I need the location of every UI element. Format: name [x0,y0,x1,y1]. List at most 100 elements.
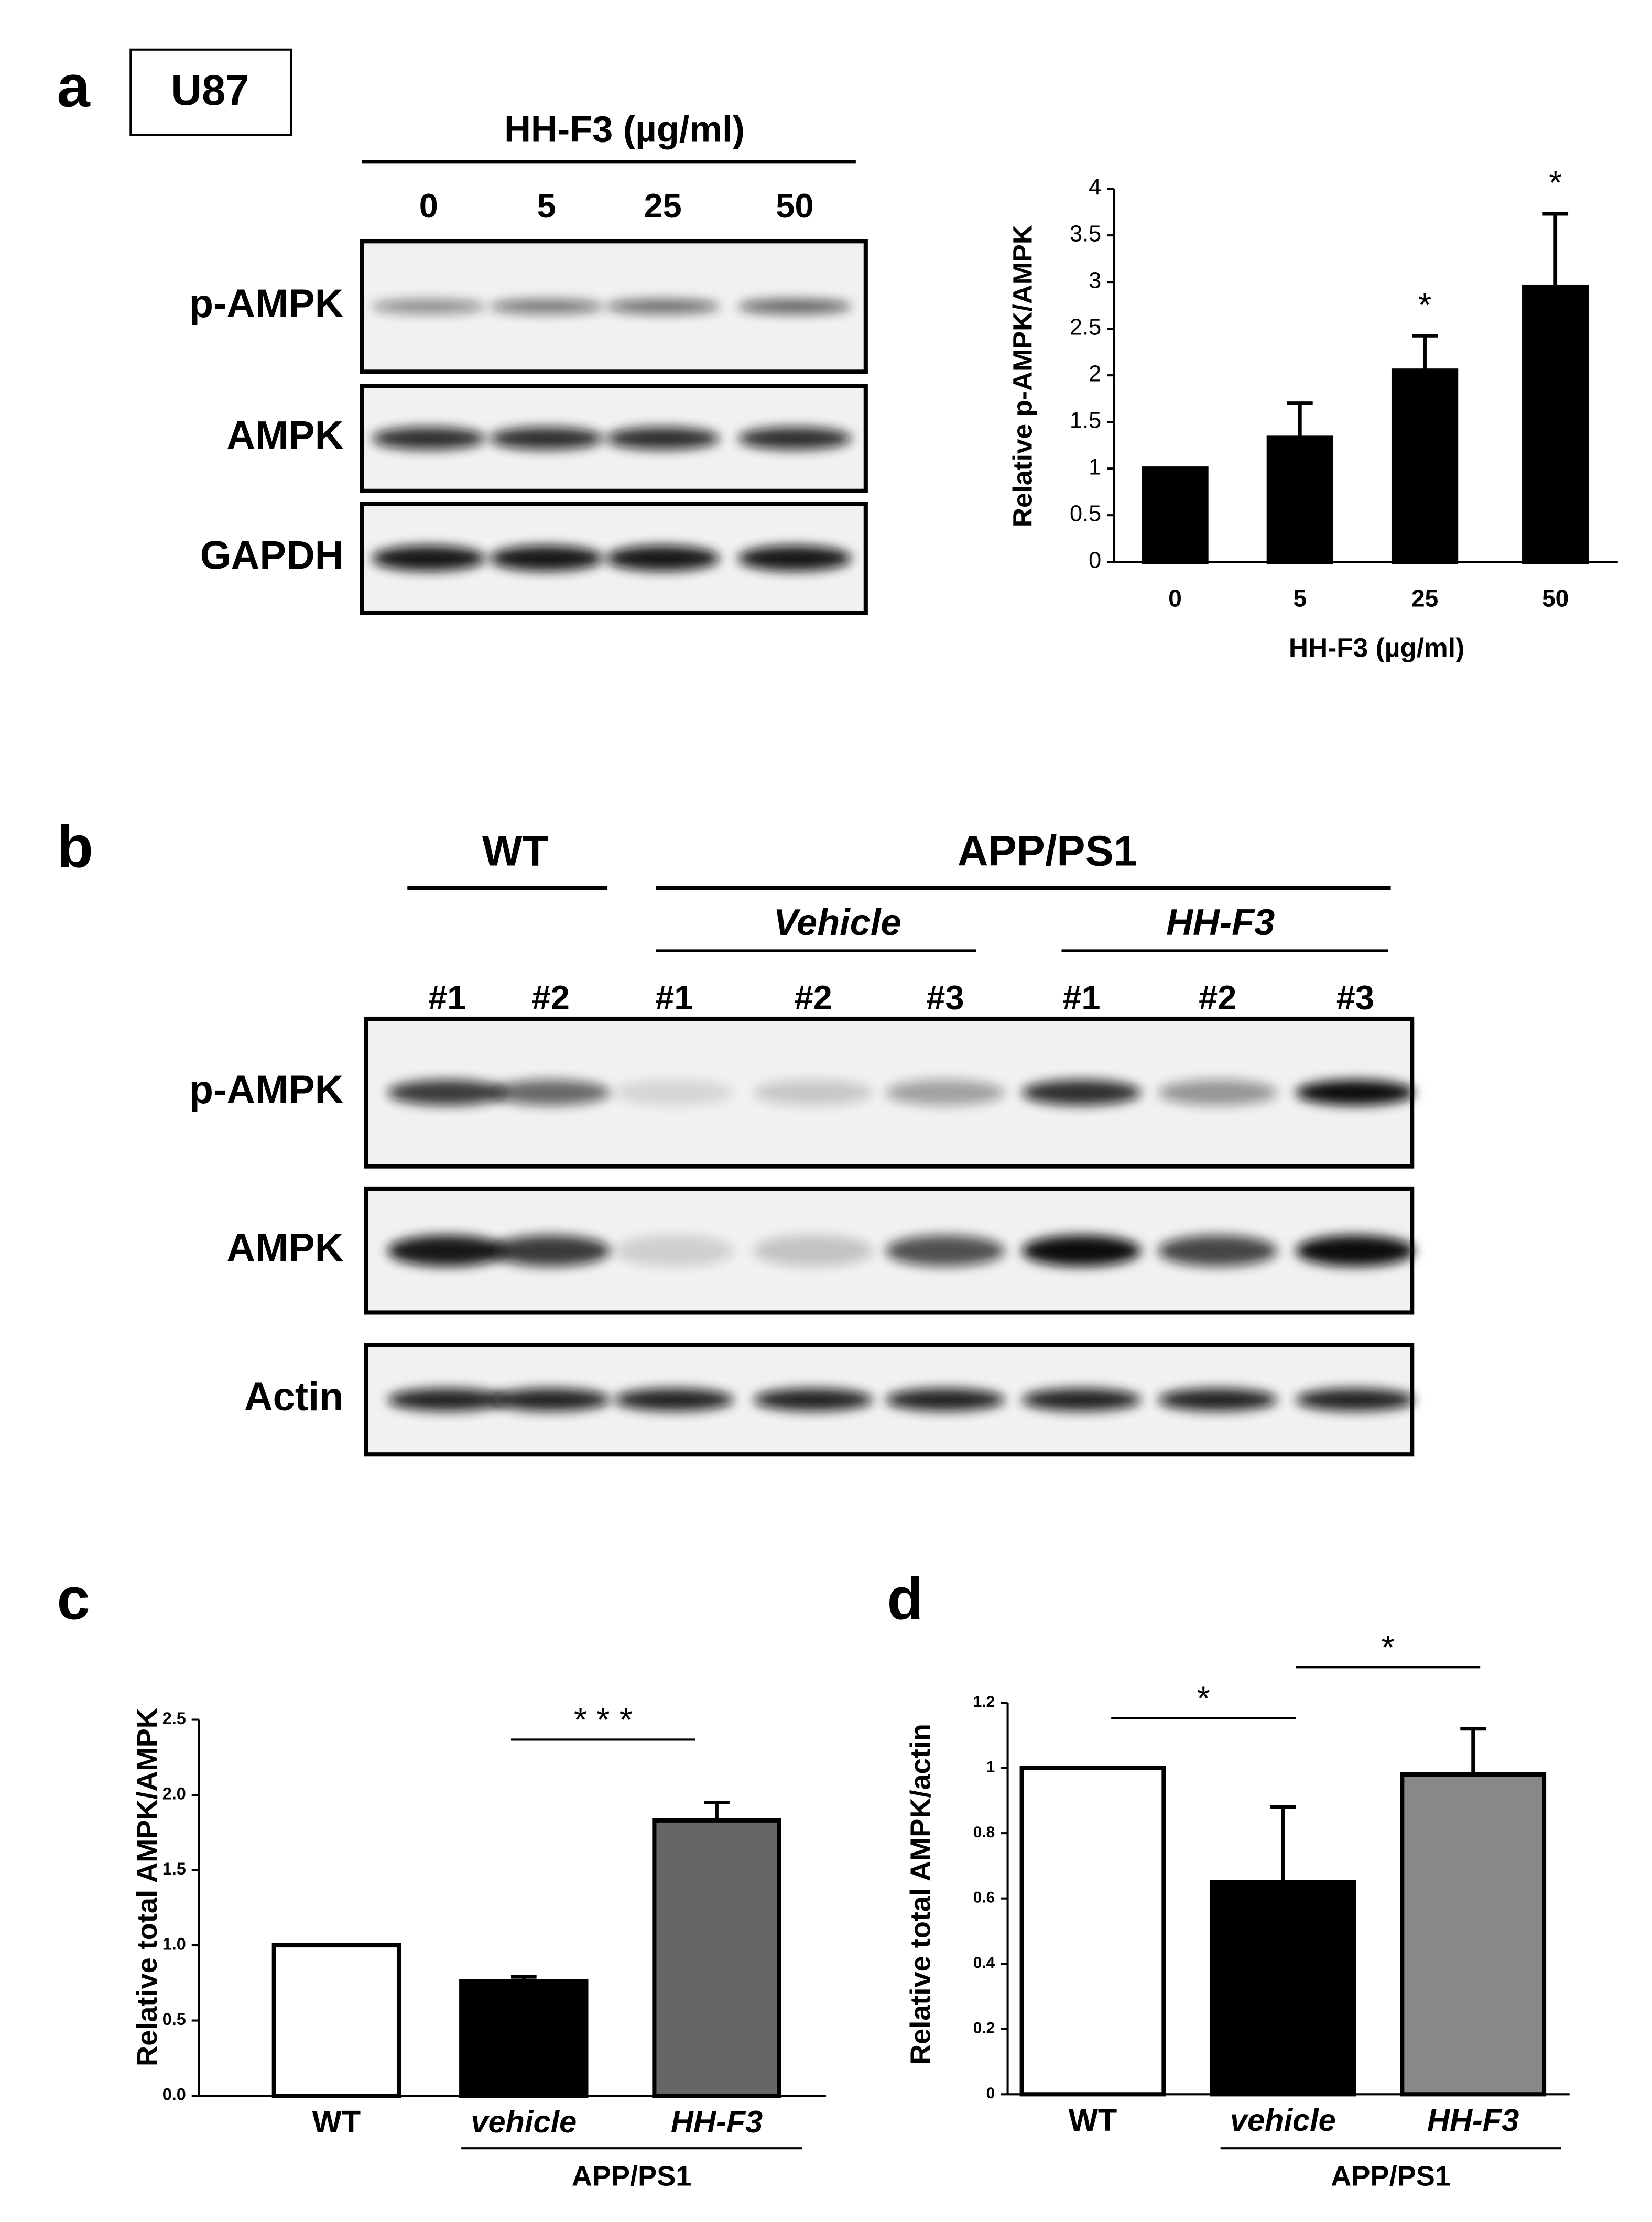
y-tick-label: 0 [986,2085,995,2102]
row-label: AMPK [226,413,343,458]
significance: * [1418,286,1431,324]
band [606,546,720,571]
panel-label: d [887,1566,923,1632]
band [1021,1235,1142,1267]
y-tick-label: 1.5 [1070,408,1101,433]
y-tick-label: 4 [1089,175,1101,200]
lane-label: #2 [794,978,832,1017]
bar [1400,1772,1547,2097]
band [1021,1080,1142,1106]
y-axis-label: Relative total AMPK/AMPK [132,1708,163,2066]
treatment-label: HH-F3 (µg/ml) [504,108,745,149]
x-tick-label: 0 [1168,584,1182,612]
band [885,1080,1005,1106]
lane-label: #2 [532,978,570,1017]
band [387,1388,507,1411]
x-tick-label: WT [1069,2103,1117,2138]
bar [1210,1880,1356,2097]
band [738,299,852,314]
bar [1266,435,1333,564]
x-tick-label: WT [312,2104,361,2139]
band [614,1235,734,1267]
lane-label: #1 [655,978,693,1017]
y-tick-label: 1.2 [973,1693,995,1711]
cell-line: U87 [171,67,249,114]
x-tick-label: HH-F3 [671,2104,763,2139]
band [1296,1080,1415,1106]
x-tick-label: vehicle [1230,2103,1336,2138]
row-label: AMPK [226,1226,343,1270]
band [491,1235,611,1267]
band [885,1235,1005,1267]
cell-line-box [129,48,292,136]
lane-label: 50 [776,187,813,225]
y-tick-label: 2.0 [162,1784,186,1803]
lane-label: #1 [1062,978,1100,1017]
y-tick-label: 3.5 [1070,222,1101,247]
bar [1391,368,1459,564]
x-tick-label: vehicle [471,2104,577,2139]
band [490,299,603,314]
x-tick-label: 5 [1294,584,1307,612]
panel-label: c [57,1566,90,1632]
y-tick-label: 1.5 [162,1859,186,1878]
band [372,546,486,571]
significance: * [1382,1628,1395,1666]
row-label: p-AMPK [189,281,344,326]
y-tick-label: 0.8 [973,1824,995,1841]
group-label: APP/PS1 [572,2160,692,2192]
lane-label: #3 [926,978,964,1017]
y-tick-label: 0.2 [973,2020,995,2037]
y-tick-label: 2.5 [1070,315,1101,340]
y-tick-label: 3 [1089,268,1101,293]
lane-label: 25 [644,187,682,225]
bar [459,1979,589,2098]
bar [1142,466,1209,564]
row-label: p-AMPK [189,1068,344,1112]
y-tick-label: 0.0 [162,2085,186,2104]
y-tick-label: 0.5 [1070,502,1101,527]
bar [1522,284,1589,564]
panel-label: b [57,814,93,880]
x-tick-label: 25 [1411,584,1438,612]
y-tick-label: 1 [1089,455,1101,480]
y-tick-label: 2 [1089,362,1101,387]
band [738,546,852,571]
band [753,1080,873,1106]
lane-label: 0 [419,187,438,225]
band [372,427,486,450]
band [885,1388,1005,1411]
band [490,427,603,450]
y-tick-label: 1 [986,1758,995,1776]
group-label: APP/PS1 [1331,2160,1451,2192]
band [614,1080,734,1106]
y-axis-label: Relative p-AMPK/AMPK [1007,225,1038,527]
bar [1019,1766,1166,2097]
band [490,546,603,571]
group-label: APP/PS1 [958,827,1137,875]
band [372,299,486,314]
band [606,427,720,450]
lane-label: #3 [1336,978,1374,1017]
subgroup-label: HH-F3 [1166,901,1275,943]
bar [271,1943,401,2098]
y-tick-label: 0.5 [162,2010,186,2029]
band [753,1235,873,1267]
band [387,1235,507,1267]
y-axis-label: Relative total AMPK/actin [905,1724,936,2065]
lane-label: #2 [1199,978,1236,1017]
band [1296,1235,1415,1267]
y-tick-label: 0 [1089,548,1101,573]
row-label: GAPDH [200,533,344,578]
lane-label: 5 [537,187,556,225]
y-tick-label: 2.5 [162,1709,186,1728]
x-tick-label: HH-F3 [1427,2103,1519,2138]
band [606,299,720,314]
y-tick-label: 0.4 [973,1954,995,1972]
lane-label: #1 [428,978,466,1017]
subgroup-label: Vehicle [774,901,901,943]
band [1158,1235,1277,1267]
band [1296,1388,1415,1411]
x-axis-label: HH-F3 (µg/ml) [1289,633,1464,663]
